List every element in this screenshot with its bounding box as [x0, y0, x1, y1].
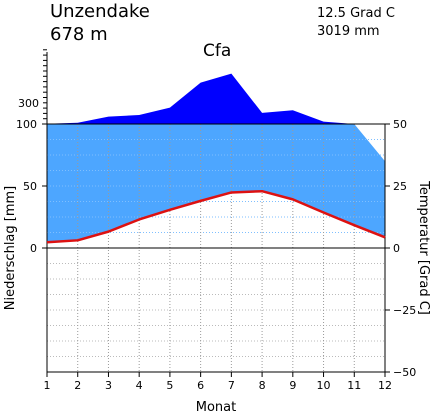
y-axis-label-right: Temperatur [Grad C]: [416, 180, 431, 315]
y-right-tick-label: −25: [393, 304, 416, 317]
y-left-tick-label: 100: [16, 118, 37, 131]
y-axis-label-left: Niederschlag [mm]: [3, 186, 18, 311]
x-tick-label: 7: [228, 379, 235, 392]
x-tick-label: 1: [44, 379, 51, 392]
y-left-upper-tick-label: 300: [18, 97, 39, 110]
station-name: Unzendake: [50, 1, 150, 22]
annual-precipitation: 3019 mm: [317, 24, 380, 39]
x-tick-label: 6: [197, 379, 204, 392]
x-tick-label: 12: [378, 379, 392, 392]
x-tick-label: 8: [259, 379, 266, 392]
x-axis-label: Monat: [196, 400, 236, 415]
y-right-tick-label: −50: [393, 366, 416, 379]
climate-class: Cfa: [203, 41, 231, 61]
x-tick-label: 4: [136, 379, 143, 392]
temperature-line: [46, 189, 386, 244]
series-layer: [46, 189, 386, 244]
precip-upper-area: [47, 73, 385, 124]
x-tick-label: 5: [166, 379, 173, 392]
x-tick-label: 9: [289, 379, 296, 392]
x-tick-label: 11: [347, 379, 361, 392]
humid-area: [47, 124, 385, 243]
x-tick-label: 3: [105, 379, 112, 392]
y-left-tick-label: 0: [30, 242, 37, 255]
y-left-tick-label: 50: [23, 180, 37, 193]
y-right-tick-label: 50: [393, 118, 407, 131]
y-right-tick-label: 0: [393, 242, 400, 255]
y-right-tick-label: 25: [393, 180, 407, 193]
station-elevation: 678 m: [50, 24, 108, 45]
mean-temperature: 12.5 Grad C: [317, 6, 395, 21]
x-tick-label: 10: [317, 379, 331, 392]
fill-layer: [47, 73, 385, 243]
x-tick-label: 2: [74, 379, 81, 392]
